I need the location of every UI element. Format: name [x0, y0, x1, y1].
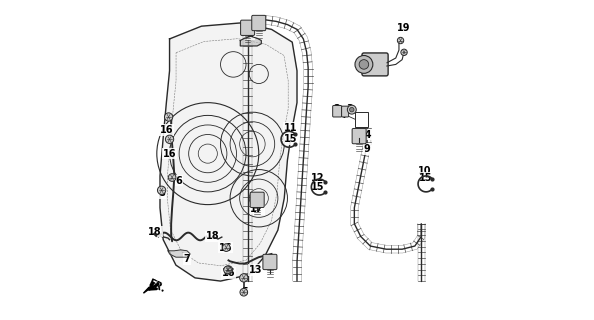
Circle shape — [225, 266, 233, 274]
Text: 16: 16 — [160, 125, 173, 135]
Text: 5: 5 — [241, 287, 248, 297]
Text: 17: 17 — [251, 204, 264, 214]
Text: 15: 15 — [419, 172, 433, 182]
Polygon shape — [160, 23, 297, 281]
Text: 13: 13 — [249, 265, 263, 275]
Text: 19: 19 — [397, 23, 410, 33]
Text: 1: 1 — [248, 29, 254, 39]
Text: 16: 16 — [163, 148, 176, 159]
FancyBboxPatch shape — [333, 106, 342, 117]
Circle shape — [168, 174, 176, 181]
Text: 7: 7 — [184, 254, 191, 264]
Text: FR.: FR. — [146, 277, 166, 294]
Circle shape — [239, 274, 248, 282]
FancyBboxPatch shape — [362, 53, 388, 76]
Bar — [355, 112, 368, 126]
Text: 4: 4 — [340, 110, 346, 120]
Circle shape — [224, 266, 232, 274]
Text: 18: 18 — [148, 227, 162, 237]
Circle shape — [165, 135, 173, 143]
Text: 10: 10 — [418, 166, 431, 176]
Circle shape — [222, 244, 230, 252]
Text: 15: 15 — [284, 134, 298, 144]
FancyBboxPatch shape — [342, 106, 349, 117]
Polygon shape — [143, 287, 150, 293]
FancyBboxPatch shape — [352, 128, 366, 144]
Text: 14: 14 — [359, 130, 372, 140]
Text: 6: 6 — [176, 176, 182, 186]
Text: 12: 12 — [311, 172, 324, 182]
Circle shape — [157, 186, 166, 195]
Text: 9: 9 — [364, 144, 371, 154]
Text: 8: 8 — [158, 188, 165, 198]
Circle shape — [350, 108, 354, 112]
Polygon shape — [168, 250, 190, 257]
Circle shape — [240, 288, 248, 296]
Circle shape — [401, 49, 407, 55]
Circle shape — [347, 105, 356, 114]
Text: 2: 2 — [333, 104, 340, 114]
Text: 16: 16 — [222, 268, 235, 278]
Text: 3: 3 — [346, 104, 353, 114]
Text: 18: 18 — [206, 231, 219, 242]
Text: 15: 15 — [311, 182, 324, 192]
Polygon shape — [241, 36, 261, 46]
Circle shape — [359, 60, 369, 69]
FancyBboxPatch shape — [263, 254, 277, 270]
FancyBboxPatch shape — [252, 15, 266, 31]
Circle shape — [165, 113, 173, 121]
Circle shape — [397, 37, 404, 44]
Text: 11: 11 — [284, 123, 298, 133]
Text: 16: 16 — [219, 243, 232, 252]
Circle shape — [355, 55, 373, 73]
FancyBboxPatch shape — [241, 20, 255, 36]
FancyBboxPatch shape — [250, 192, 264, 207]
